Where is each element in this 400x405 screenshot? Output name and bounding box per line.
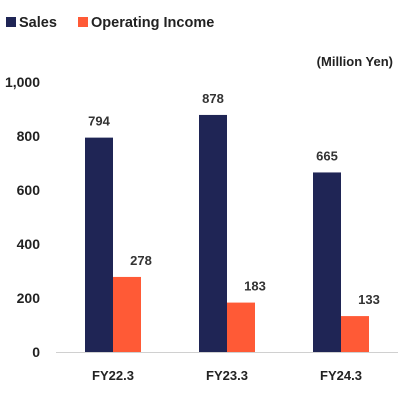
data-label: 183 (244, 279, 266, 294)
data-label: 878 (202, 91, 224, 106)
y-tick-label: 1,000 (5, 74, 40, 90)
legend-label-operating-income: Operating Income (91, 15, 214, 31)
bars (85, 114, 369, 352)
y-tick-label: 0 (32, 344, 40, 360)
x-tick-label: FY23.3 (206, 368, 248, 383)
legend-item-sales: Sales (6, 15, 57, 31)
x-tick-label: FY24.3 (320, 368, 362, 383)
y-tick-label: 400 (17, 236, 41, 252)
x-tick-label: FY22.3 (92, 368, 134, 383)
bar-operating-income-fy22-3 (113, 276, 141, 352)
legend-swatch-sales (6, 17, 16, 27)
legend-swatch-operating-income (78, 17, 88, 27)
legend: Sales Operating Income (6, 15, 214, 31)
bar-operating-income-fy23-3 (227, 302, 255, 352)
bar-sales-fy22-3 (85, 137, 113, 352)
y-axis-tick-labels: 0 200 400 600 800 1,000 (5, 74, 40, 360)
legend-label-sales: Sales (19, 15, 57, 31)
bar-operating-income-fy24-3 (341, 316, 369, 352)
unit-label: (Million Yen) (317, 54, 393, 69)
data-label: 665 (316, 148, 338, 163)
data-label: 278 (130, 253, 152, 268)
data-labels: 794 278 878 183 665 133 (88, 91, 380, 307)
x-axis-tick-labels: FY22.3 FY23.3 FY24.3 (92, 368, 362, 383)
data-label: 133 (358, 292, 380, 307)
bar-sales-fy24-3 (313, 172, 341, 352)
data-label: 794 (88, 114, 110, 129)
y-tick-label: 200 (17, 290, 41, 306)
bar-sales-fy23-3 (199, 114, 227, 352)
legend-item-operating-income: Operating Income (78, 15, 214, 31)
y-tick-label: 600 (17, 182, 41, 198)
y-tick-label: 800 (17, 128, 41, 144)
